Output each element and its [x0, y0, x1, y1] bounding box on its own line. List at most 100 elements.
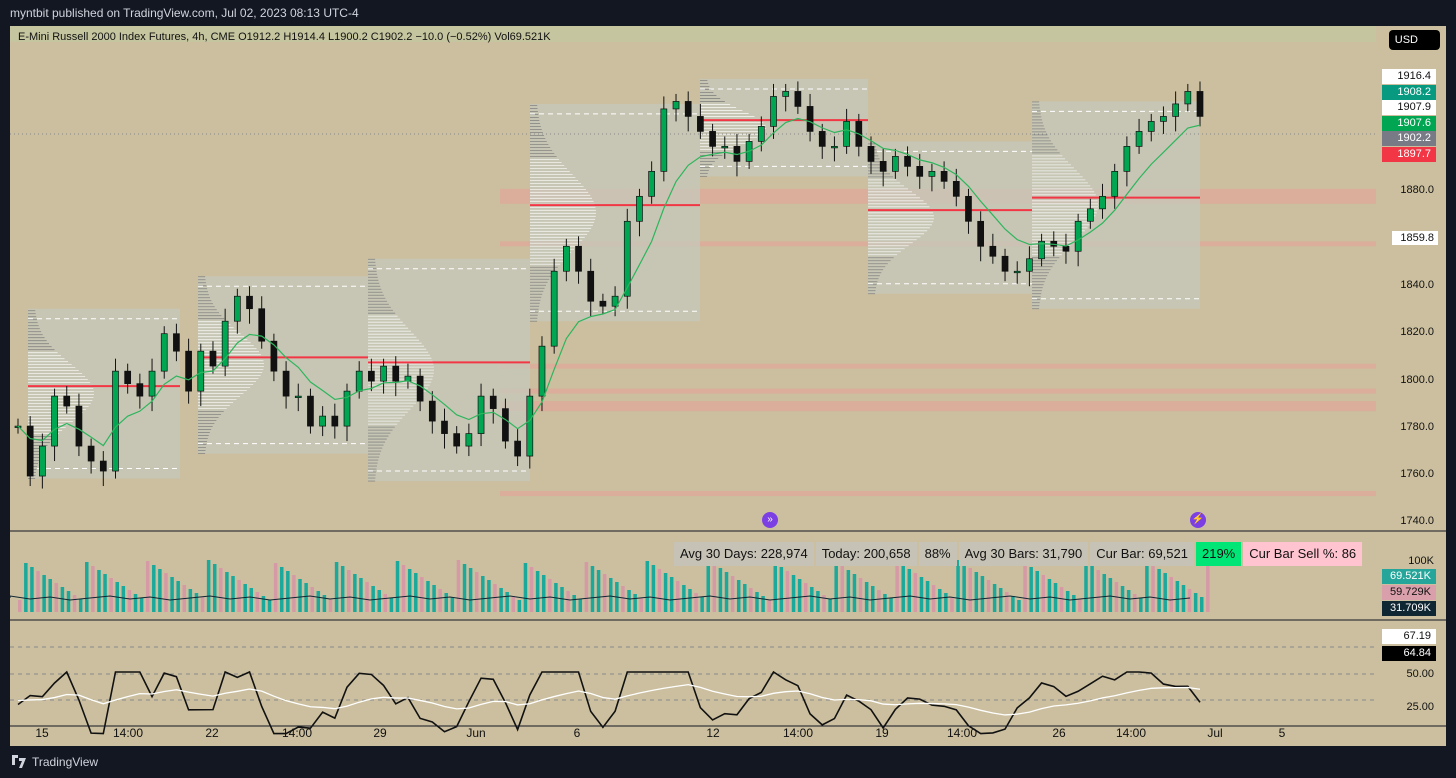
time-axis-label: Jul — [1207, 726, 1223, 740]
candle — [392, 365, 400, 382]
volume-bar — [1187, 589, 1192, 612]
candle — [319, 415, 326, 427]
volume-bar — [718, 568, 723, 612]
volume-bar — [164, 573, 168, 612]
price-label-1880: 1880.0 — [1400, 184, 1434, 196]
volume-bar — [133, 594, 138, 612]
volume-bar — [883, 594, 887, 612]
volume-stat: Today: 200,658 — [815, 542, 917, 566]
volume-bar — [18, 600, 22, 612]
volume-bar — [1065, 591, 1070, 612]
volume-bar — [347, 570, 351, 612]
volume-bar — [194, 593, 199, 612]
volume-bar — [749, 588, 753, 612]
volume-bar — [1126, 590, 1131, 612]
volume-bar — [822, 595, 826, 612]
volume-bar — [188, 589, 193, 612]
candle — [940, 171, 948, 182]
volume-bar — [645, 561, 650, 612]
volume-bar — [980, 576, 985, 612]
currency-button[interactable]: USD — [1388, 30, 1440, 50]
time-axis-label: 14:00 — [1115, 726, 1147, 740]
volume-stat: Avg 30 Bars: 31,790 — [958, 542, 1089, 566]
volume-bar — [578, 599, 583, 612]
volume-bar — [85, 562, 89, 612]
volume-bar — [950, 597, 954, 612]
candle — [672, 101, 680, 110]
candle — [39, 445, 46, 477]
volume-bar — [499, 588, 503, 612]
volume-bar — [511, 596, 516, 612]
volume-bar — [249, 588, 254, 612]
candle — [952, 180, 960, 197]
volume-bar — [267, 600, 272, 612]
candle — [221, 320, 229, 367]
volume-stat: Cur Bar: 69,521 — [1090, 542, 1194, 566]
volume-bar — [139, 598, 144, 612]
candle — [526, 395, 534, 457]
candle — [453, 433, 461, 447]
candle — [1026, 258, 1033, 272]
candle — [989, 245, 997, 257]
chart-canvas[interactable] — [10, 26, 1446, 746]
volume-bar — [462, 564, 467, 612]
volume-bar — [176, 581, 180, 612]
candle — [209, 350, 217, 367]
candle — [1172, 103, 1179, 117]
price-label-1740: 1740.0 — [1400, 515, 1434, 527]
volume-tag: 31.709K — [1382, 601, 1436, 616]
candle — [563, 245, 570, 272]
volume-bar — [925, 581, 930, 612]
candle — [575, 245, 582, 272]
volume-bar — [395, 561, 400, 612]
volume-bar — [334, 562, 339, 612]
candle — [514, 440, 521, 457]
candle — [1099, 195, 1106, 210]
volume-bar — [1169, 577, 1174, 612]
time-axis-label: 22 — [205, 726, 219, 740]
volume-bar — [450, 597, 455, 612]
volume-bar — [1151, 565, 1155, 612]
volume-bar — [572, 595, 576, 612]
volume-bar — [1084, 562, 1088, 612]
chart-area[interactable]: E-Mini Russell 2000 Index Futures, 4h, C… — [10, 26, 1446, 746]
volume-bar — [840, 566, 845, 612]
volume-bar — [1157, 569, 1161, 612]
candle — [1160, 116, 1167, 122]
lightning-event-icon[interactable]: ⚡ — [1190, 512, 1206, 528]
volume-bar — [1193, 593, 1198, 612]
candle — [757, 126, 765, 142]
volume-bar — [298, 579, 302, 612]
candle — [1086, 208, 1094, 222]
volume-bar — [968, 568, 972, 612]
candle — [1111, 171, 1119, 197]
volume-bar — [377, 590, 381, 612]
volume-bar — [121, 586, 126, 612]
volume-bar — [785, 571, 790, 612]
volume-stats-bar: Avg 30 Days: 228,974 Today: 200,658 88% Avg… — [674, 542, 1364, 566]
candle — [623, 220, 631, 297]
volume-bar — [487, 580, 491, 612]
volume-bar — [688, 589, 692, 612]
volume-bar — [78, 599, 83, 612]
volume-tag: 59.729K — [1382, 585, 1436, 600]
volume-bar — [797, 579, 802, 612]
volume-bar — [505, 592, 509, 612]
volume-tag: 69.521K — [1382, 569, 1436, 584]
candle — [538, 345, 546, 397]
volume-bar — [261, 596, 266, 612]
candle — [136, 383, 144, 397]
candle — [1038, 240, 1045, 260]
volume-bar — [243, 584, 247, 612]
split-event-icon[interactable]: » — [762, 512, 778, 528]
volume-bar — [401, 565, 406, 612]
candle — [867, 146, 875, 162]
candle — [794, 91, 802, 107]
volume-bar — [779, 567, 784, 612]
volume-bar — [657, 569, 662, 612]
candle — [441, 420, 448, 434]
time-axis-label: Jun — [466, 726, 486, 740]
rsi-axis-50: 50.00 — [1406, 668, 1434, 680]
volume-bar — [1059, 587, 1064, 612]
candle — [428, 400, 436, 422]
